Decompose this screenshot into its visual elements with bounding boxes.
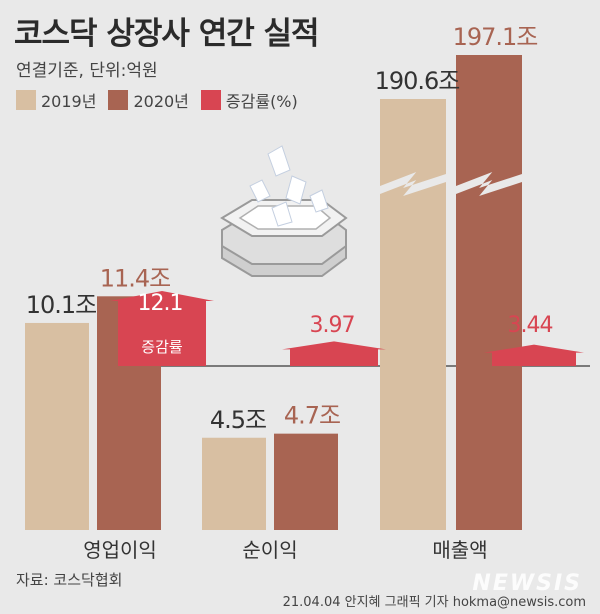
source-note: 자료: 코스닥협회: [16, 571, 123, 589]
legend-item-2019: 2019년: [16, 88, 96, 112]
box-illustration: [220, 145, 348, 277]
rate-arrow-2: [484, 344, 584, 366]
legend-item-2020: 2020년: [108, 88, 189, 112]
category-label-0: 영업이익: [83, 538, 157, 562]
legend-swatch-rate: [200, 90, 221, 110]
value-label-2020-2: 197.1조: [453, 23, 538, 51]
paper-sheet-3: [249, 179, 271, 203]
rate-label-1: 3.97: [310, 313, 355, 338]
chart-subtitle: 연결기준, 단위:억원: [16, 61, 158, 81]
paper-sheet-2: [285, 175, 307, 205]
category-label-2: 매출액: [432, 538, 487, 562]
legend-item-rate: 증감률(%): [200, 88, 298, 112]
rate-label-0: 12.1: [138, 291, 183, 316]
value-label-2020-0: 11.4조: [100, 264, 171, 292]
axis-break-2020: [456, 172, 522, 196]
value-label-2019-1: 4.5조: [210, 406, 266, 434]
legend-label-rate: 증감률(%): [225, 92, 298, 111]
rate-arrow-1: [282, 341, 386, 366]
bar-2020-1: [274, 433, 338, 530]
category-label-1: 순이익: [242, 538, 297, 562]
legend-label-2020: 2020년: [133, 92, 189, 111]
axis-break-2019: [380, 172, 446, 196]
legend-swatch-2019: [16, 90, 36, 110]
bar-2019-1: [202, 437, 266, 530]
rate-box-label: 증감률: [141, 338, 183, 356]
rate-label-2: 3.44: [508, 313, 553, 338]
paper-sheet-4: [309, 189, 329, 213]
value-label-2019-2: 190.6조: [375, 67, 460, 95]
legend-swatch-2020: [108, 90, 129, 110]
bar-2019-2: [380, 99, 446, 530]
chart-title: 코스닥 상장사 연간 실적: [14, 16, 320, 52]
credit-line: 21.04.04 안지혜 그래픽 기자 hokma@newsis.com: [282, 595, 586, 610]
paper-sheet-1: [267, 145, 291, 177]
newsis-watermark: NEWSIS: [472, 571, 582, 596]
rate-arrow-0: [110, 290, 214, 366]
legend: 2019년 2020년 증감률(%): [16, 88, 310, 112]
value-label-2019-0: 10.1조: [26, 291, 97, 319]
bar-2020-2: [456, 55, 522, 530]
bar-2019-0: [25, 322, 89, 530]
value-label-2020-1: 4.7조: [284, 402, 340, 430]
paper-sheet-5: [271, 201, 293, 227]
legend-label-2019: 2019년: [41, 92, 97, 111]
